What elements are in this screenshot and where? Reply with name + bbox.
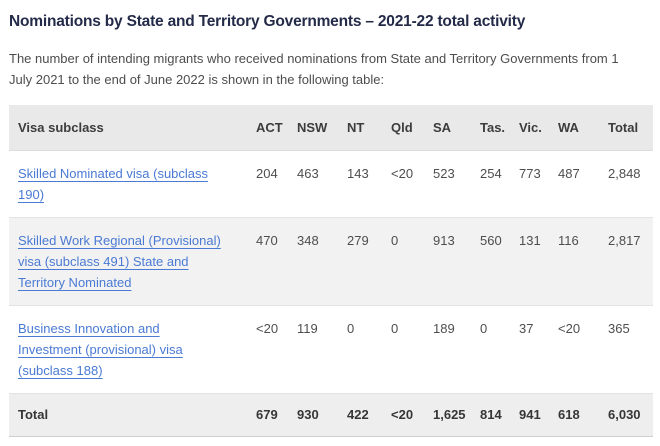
- visa-link-subclass-491[interactable]: Skilled Work Regional (Provisional) visa…: [18, 233, 221, 290]
- column-header-vic: Vic.: [519, 120, 542, 135]
- column-header-sa: SA: [433, 120, 452, 135]
- column-header-wa: WA: [558, 120, 579, 135]
- cell-wa: <20: [558, 321, 581, 336]
- cell-total: 2,848: [608, 166, 641, 181]
- column-header-qld: Qld: [391, 120, 413, 135]
- column-header-nt: NT: [347, 120, 365, 135]
- total-wa: 618: [558, 407, 580, 422]
- cell-nt: 0: [347, 321, 355, 336]
- visa-cell: Skilled Nominated visa (subclass 190): [9, 151, 247, 218]
- visa-link-subclass-188[interactable]: Business Innovation and Investment (prov…: [18, 321, 183, 378]
- cell-act: 470: [256, 233, 278, 248]
- cell-sa: 189: [433, 321, 455, 336]
- column-header-visa-subclass: Visa subclass: [18, 120, 104, 135]
- total-vic: 941: [519, 407, 541, 422]
- total-label: Total: [18, 407, 49, 422]
- cell-nsw: 463: [297, 166, 319, 181]
- intro-paragraph: The number of intending migrants who rec…: [9, 51, 619, 87]
- table-row-subclass-188: Business Innovation and Investment (prov…: [9, 306, 653, 394]
- cell-tas: 0: [480, 321, 488, 336]
- cell-wa: 116: [558, 233, 579, 248]
- cell-nsw: 119: [297, 321, 318, 336]
- cell-tas: 254: [480, 166, 502, 181]
- column-header-total: Total: [608, 120, 639, 135]
- visa-cell: Business Innovation and Investment (prov…: [9, 306, 247, 394]
- cell-act: <20: [256, 321, 279, 336]
- cell-nt: 143: [347, 166, 369, 181]
- column-header-nsw: NSW: [297, 120, 328, 135]
- table-row-subclass-190: Skilled Nominated visa (subclass 190) 20…: [9, 151, 653, 218]
- nominations-table: Visa subclass ACT NSW NT Qld SA Tas. Vic…: [9, 105, 653, 437]
- cell-qld: <20: [391, 166, 414, 181]
- cell-vic: 773: [519, 166, 541, 181]
- total-nt: 422: [347, 407, 369, 422]
- total-nsw: 930: [297, 407, 319, 422]
- table-row-subclass-491: Skilled Work Regional (Provisional) visa…: [9, 217, 653, 306]
- visa-link-subclass-190[interactable]: Skilled Nominated visa (subclass 190): [18, 166, 209, 202]
- cell-sa: 913: [433, 233, 455, 248]
- cell-sa: 523: [433, 166, 455, 181]
- cell-vic: 37: [519, 321, 534, 336]
- cell-qld: 0: [391, 233, 399, 248]
- cell-act: 204: [256, 166, 278, 181]
- table-total-row: Total 679 930 422 <20 1,625 814 941 618 …: [9, 393, 653, 437]
- total-sa: 1,625: [433, 407, 466, 422]
- page: Nominations by State and Territory Gover…: [9, 13, 653, 437]
- total-tas: 814: [480, 407, 502, 422]
- visa-cell: Skilled Work Regional (Provisional) visa…: [9, 218, 247, 306]
- total-total: 6,030: [608, 407, 641, 422]
- total-qld: <20: [391, 407, 414, 422]
- column-header-tas: Tas.: [480, 120, 506, 135]
- column-header-act: ACT: [256, 120, 283, 135]
- cell-total: 2,817: [608, 233, 641, 248]
- table-header-row: Visa subclass ACT NSW NT Qld SA Tas. Vic…: [9, 105, 653, 151]
- cell-wa: 487: [558, 166, 580, 181]
- cell-total: 365: [608, 321, 630, 336]
- cell-nsw: 348: [297, 233, 319, 248]
- total-act: 679: [256, 407, 278, 422]
- cell-tas: 560: [480, 233, 502, 248]
- cell-qld: 0: [391, 321, 399, 336]
- cell-vic: 131: [519, 233, 541, 248]
- cell-nt: 279: [347, 233, 369, 248]
- page-title: Nominations by State and Territory Gover…: [9, 13, 526, 30]
